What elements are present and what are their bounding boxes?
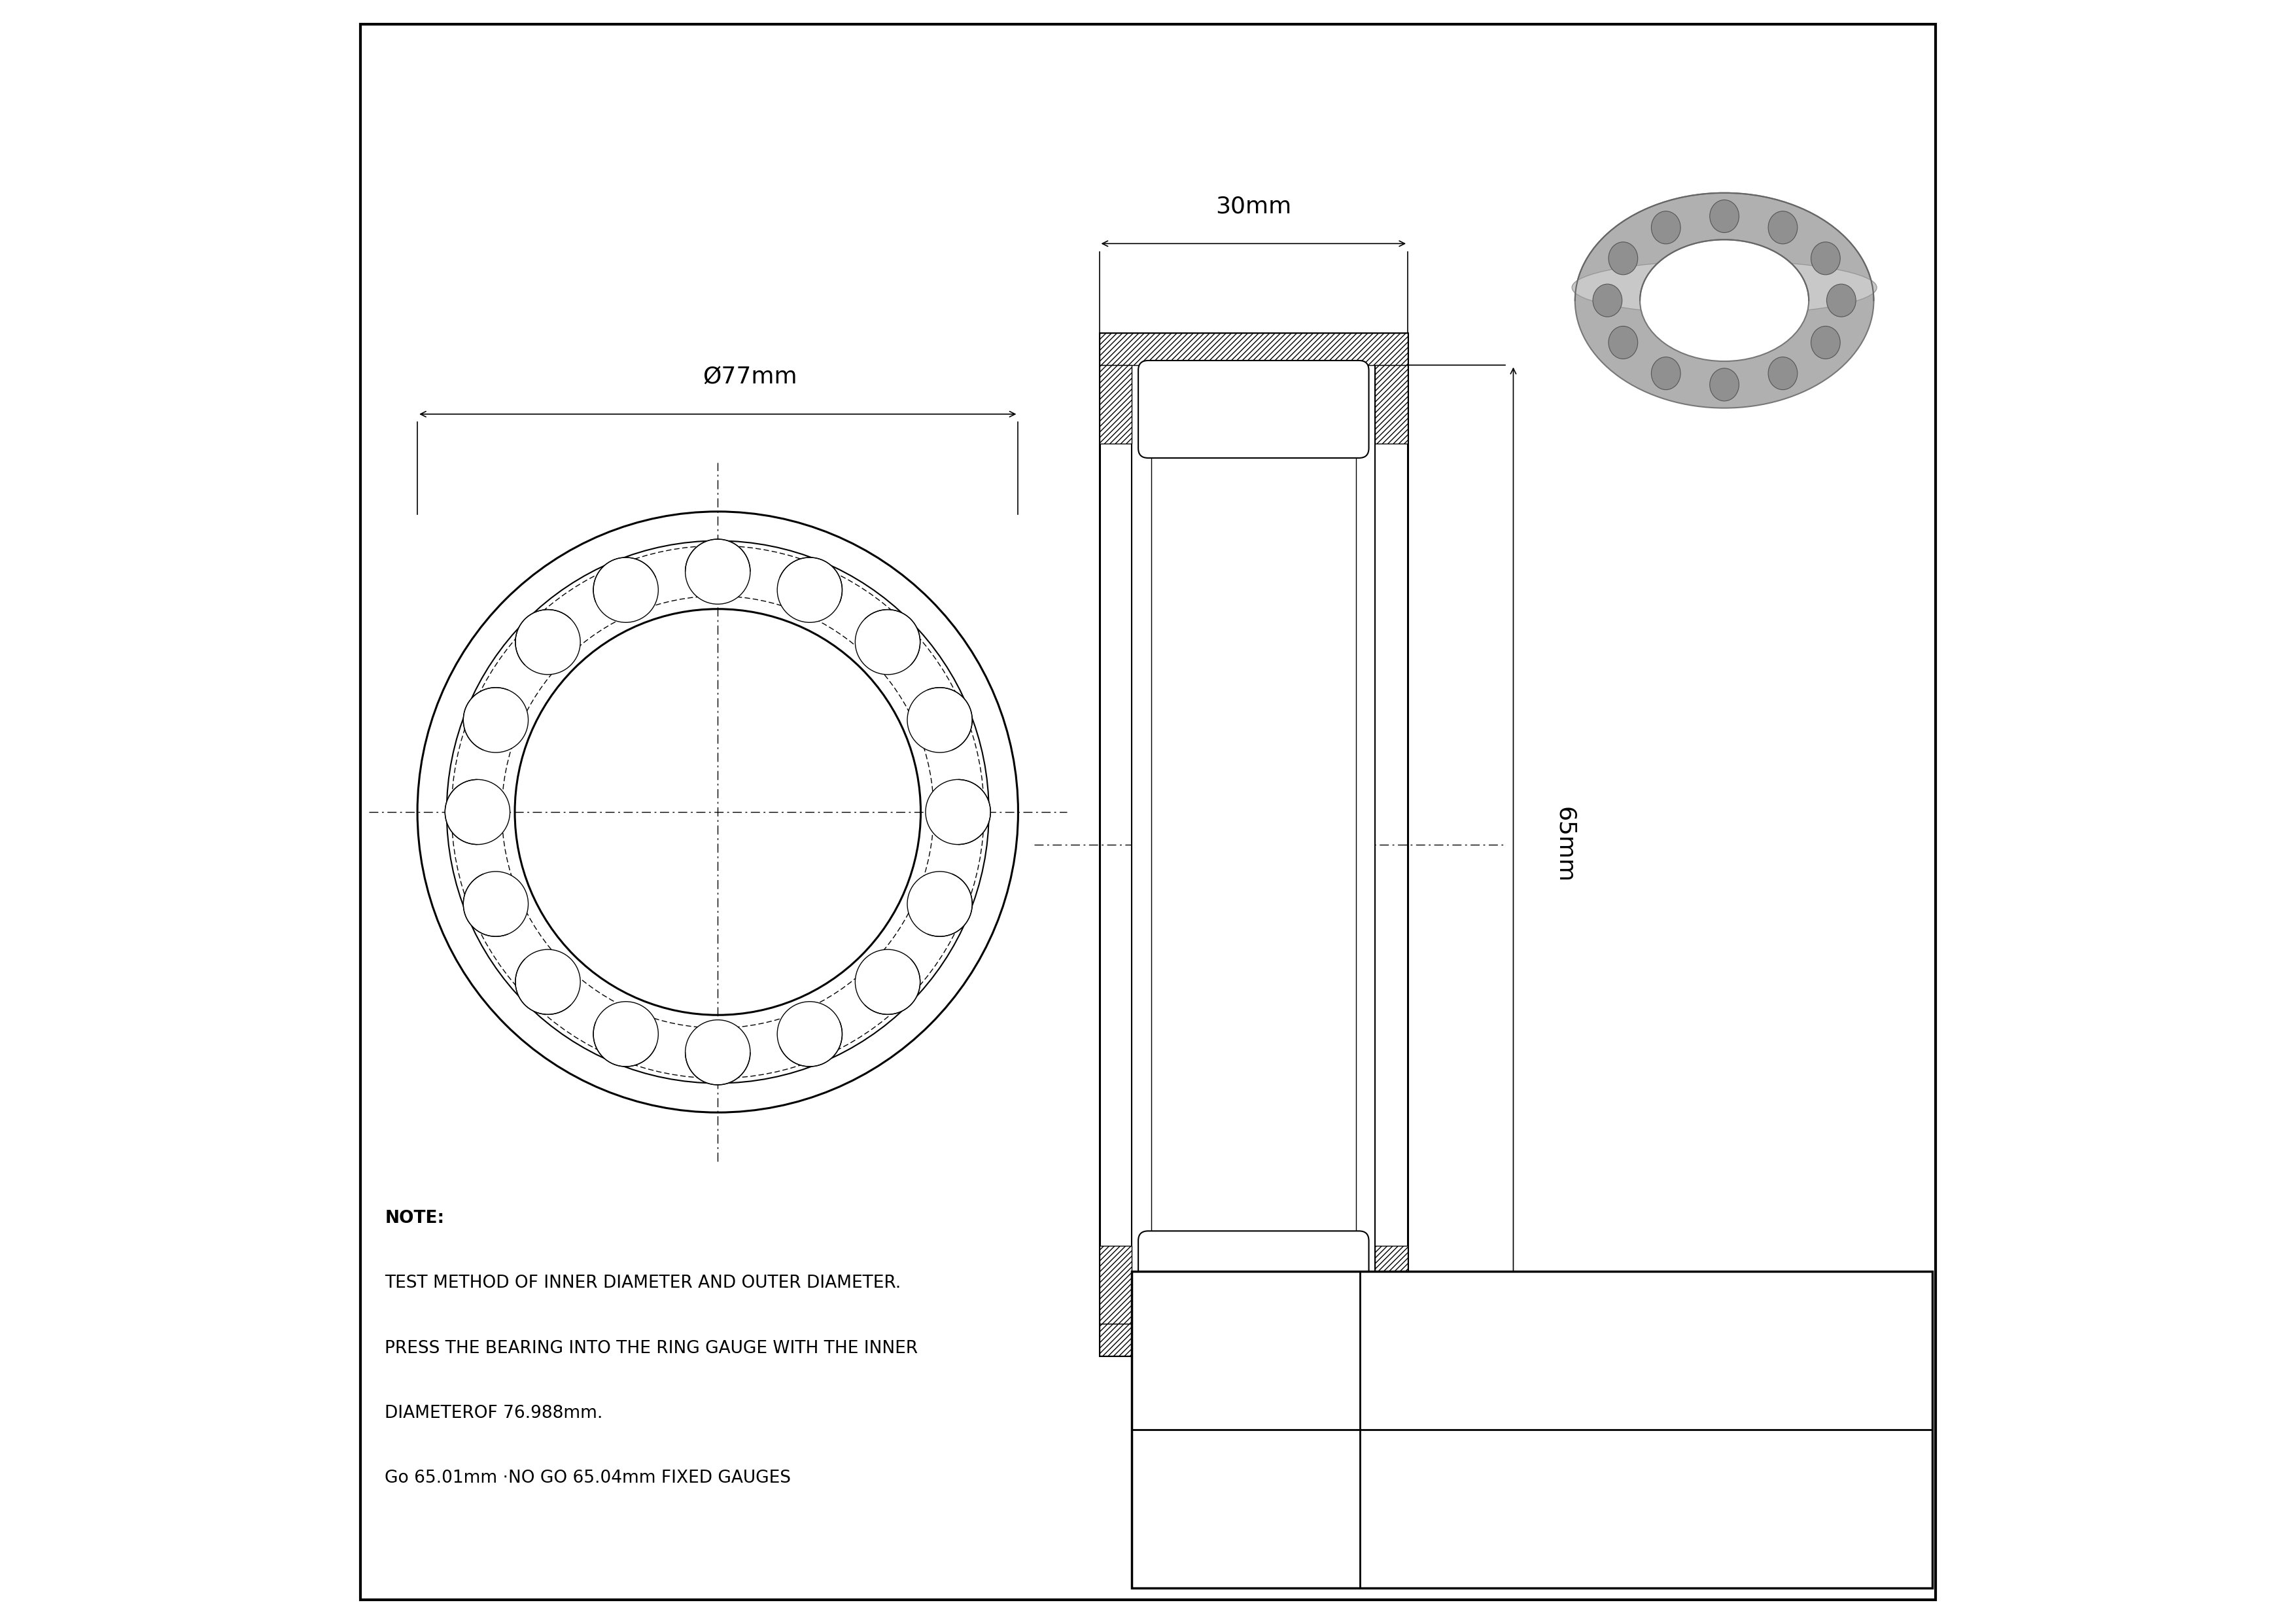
Circle shape (514, 950, 581, 1015)
Ellipse shape (1768, 211, 1798, 244)
Circle shape (514, 609, 581, 674)
Circle shape (778, 1002, 843, 1067)
Text: 65mm: 65mm (1554, 807, 1575, 882)
Text: LILY: LILY (1194, 1328, 1297, 1374)
Circle shape (854, 609, 921, 674)
Text: 30mm: 30mm (1215, 195, 1293, 218)
Ellipse shape (1651, 357, 1681, 390)
Bar (1132, 1272, 1933, 1588)
Text: TEST METHOD OF INNER DIAMETER AND OUTER DIAMETER.: TEST METHOD OF INNER DIAMETER AND OUTER … (386, 1275, 902, 1291)
Text: SHANGHAI LILY BEARING LIMITED: SHANGHAI LILY BEARING LIMITED (1518, 1304, 1775, 1317)
Bar (1375, 1246, 1407, 1324)
Text: NOTE:: NOTE: (386, 1210, 445, 1226)
Ellipse shape (1651, 211, 1681, 244)
Circle shape (778, 557, 843, 622)
FancyBboxPatch shape (1139, 1231, 1368, 1328)
Text: Email: lilybearing@lily-bearing.com: Email: lilybearing@lily-bearing.com (1541, 1380, 1752, 1392)
Circle shape (907, 872, 971, 937)
Text: TA6530Z: TA6530Z (1593, 1466, 1699, 1488)
Ellipse shape (1593, 284, 1621, 317)
Ellipse shape (1711, 369, 1738, 401)
Text: Number: Number (1217, 1525, 1274, 1538)
Ellipse shape (1573, 260, 1876, 315)
Circle shape (925, 780, 990, 844)
Ellipse shape (1609, 242, 1637, 274)
Circle shape (907, 687, 971, 752)
Circle shape (684, 539, 751, 604)
FancyBboxPatch shape (1139, 361, 1368, 458)
Bar (1100, 365, 1132, 443)
Ellipse shape (1575, 193, 1874, 408)
Bar (1132, 365, 1375, 1324)
Bar (1100, 1324, 1407, 1356)
Bar (1100, 333, 1407, 1356)
Text: DIAMETEROF 76.988mm.: DIAMETEROF 76.988mm. (386, 1405, 604, 1421)
Ellipse shape (1639, 240, 1809, 361)
Ellipse shape (1768, 357, 1798, 390)
Ellipse shape (1828, 284, 1855, 317)
Ellipse shape (1711, 200, 1738, 232)
Text: ®: ® (1334, 1309, 1348, 1322)
Bar (1100, 1246, 1132, 1324)
Ellipse shape (1812, 242, 1839, 274)
Circle shape (445, 780, 510, 844)
Text: IKO Needle Roller Bearings: IKO Needle Roller Bearings (1554, 1535, 1738, 1548)
Text: Part: Part (1231, 1483, 1261, 1496)
Circle shape (684, 1020, 751, 1085)
Text: Ø77mm: Ø77mm (703, 365, 797, 388)
Circle shape (592, 1002, 659, 1067)
Circle shape (464, 687, 528, 752)
Ellipse shape (1812, 326, 1839, 359)
Text: PRESS THE BEARING INTO THE RING GAUGE WITH THE INNER: PRESS THE BEARING INTO THE RING GAUGE WI… (386, 1340, 918, 1356)
Text: Go 65.01mm ·NO GO 65.04mm FIXED GAUGES: Go 65.01mm ·NO GO 65.04mm FIXED GAUGES (386, 1470, 792, 1486)
Bar (1100, 333, 1407, 365)
Ellipse shape (1609, 326, 1637, 359)
Circle shape (592, 557, 659, 622)
Circle shape (464, 872, 528, 937)
Bar (1375, 365, 1407, 443)
Circle shape (854, 950, 921, 1015)
